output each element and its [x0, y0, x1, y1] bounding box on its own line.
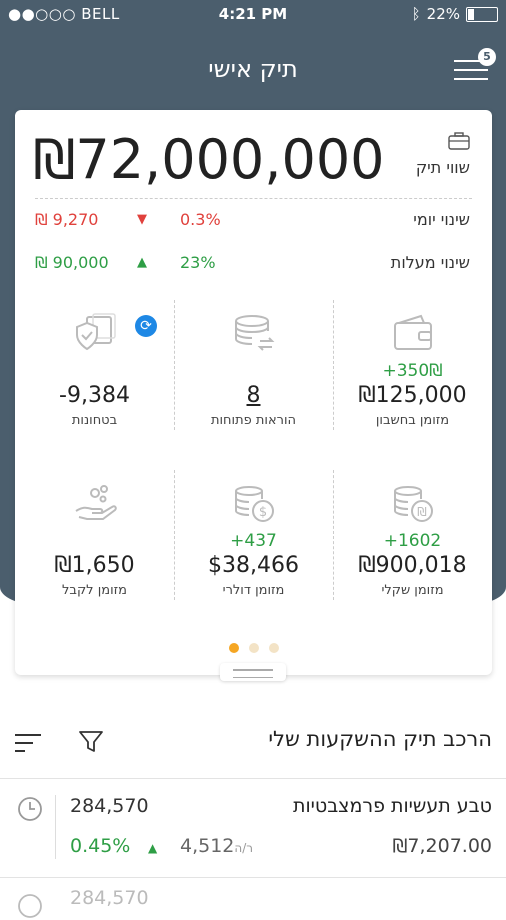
tile-value: ₪125,000 — [358, 383, 467, 408]
tile-label: בטחונות — [71, 413, 118, 428]
divider — [333, 470, 334, 600]
tile-open-orders[interactable]: 8 הוראות פתוחות — [174, 295, 333, 445]
divider — [35, 198, 472, 199]
status-bar: ●●○○○ BELL 4:21 PM ᛒ 22% — [0, 0, 506, 28]
tile-delta: +437 — [230, 531, 277, 551]
change-unit: ר/ה — [234, 841, 254, 855]
arrow-up-icon: ▲ — [137, 255, 147, 270]
divider — [174, 470, 175, 600]
total-change-amount: ₪ 90,000 — [35, 253, 109, 272]
daily-change-label: שינוי יומי — [413, 210, 470, 229]
shield-documents-icon — [75, 313, 116, 351]
security-name: טבע תעשיות פרמצבטיות — [292, 795, 492, 817]
tile-value: $38,466 — [208, 553, 299, 578]
portfolio-card: ₪72,000,000 שווי תיק שינוי יומי 0.3% ▼ ₪… — [15, 110, 492, 675]
tile-value: ₪900,018 — [358, 553, 467, 578]
wallet-icon — [393, 314, 432, 350]
total-change-label: שינוי מעלות — [390, 253, 470, 272]
divider — [333, 300, 334, 430]
page-title: תיק אישי — [208, 55, 298, 83]
divider — [0, 778, 506, 779]
briefcase-icon — [448, 132, 470, 150]
security-price: ₪7,207.00 — [392, 835, 492, 857]
tile-cash-shekel[interactable]: ₪ +1602 ₪900,018 מזומן שקלי — [333, 465, 492, 615]
portfolio-value-label: שווי תיק — [415, 158, 470, 177]
security-change-value: ר/ה4,512 — [180, 835, 257, 857]
page-dot[interactable] — [268, 643, 279, 653]
tile-label: מזומן שקלי — [381, 583, 444, 598]
tile-value: 8 — [246, 383, 261, 408]
security-quantity: 284,570 — [70, 795, 149, 817]
daily-change-amount: ₪ 9,270 — [35, 210, 99, 229]
battery-percent: 22% — [426, 5, 460, 23]
change-value: 4,512 — [180, 835, 235, 857]
page-dot[interactable] — [228, 643, 239, 653]
page-dot[interactable] — [248, 643, 259, 653]
daily-change-row: שינוי יומי 0.3% ▼ ₪ 9,270 — [15, 210, 492, 234]
svg-text:$: $ — [258, 505, 266, 520]
divider — [174, 300, 175, 430]
hamburger-menu-button[interactable]: 5 — [454, 48, 496, 84]
list-item[interactable]: טבע תעשיות פרמצבטיות 284,570 ₪7,207.00 ר… — [0, 779, 506, 875]
tile-label: מזומן דולרי — [222, 583, 285, 598]
drag-handle[interactable] — [220, 663, 286, 681]
tile-cash-dollar[interactable]: $ +437 $38,466 מזומן דולרי — [174, 465, 333, 615]
coins-shekel-icon: ₪ — [393, 486, 433, 522]
security-change-percent: 0.45% — [70, 835, 131, 857]
tile-value: ₪1,650 — [54, 553, 135, 578]
hand-coins-icon — [74, 485, 117, 520]
tile-label: הוראות פתוחות — [210, 413, 297, 428]
divider — [55, 795, 56, 859]
divider — [0, 877, 506, 878]
coins-dollar-icon: $ — [234, 486, 274, 522]
coins-transfer-icon — [234, 315, 274, 351]
tile-label: מזומן בחשבון — [375, 413, 450, 428]
svg-text:₪: ₪ — [417, 505, 426, 519]
carrier: ●●○○○ BELL — [8, 5, 120, 23]
arrow-down-icon: ▼ — [137, 212, 147, 227]
sort-icon[interactable] — [14, 732, 42, 754]
next-item-quantity: 284,570 — [70, 887, 149, 909]
history-clock-icon[interactable] — [16, 892, 44, 920]
total-change-row: שינוי מעלות 23% ▲ ₪ 90,000 — [15, 253, 492, 277]
tile-collateral[interactable]: ⟳ -9,384 בטחונות — [15, 295, 174, 445]
tile-cash-account[interactable]: +350₪ ₪125,000 מזומן בחשבון — [333, 295, 492, 445]
filter-icon[interactable] — [78, 730, 104, 754]
battery-icon — [466, 6, 498, 22]
notification-badge: 5 — [478, 48, 496, 66]
status-right: ᛒ 22% — [412, 5, 498, 23]
tile-label: מזומן לקבל — [62, 583, 127, 598]
history-clock-icon[interactable] — [16, 795, 44, 823]
tile-delta: +1602 — [383, 531, 442, 551]
tile-delta: +350₪ — [382, 361, 443, 381]
arrow-up-icon: ▲ — [148, 841, 158, 855]
bluetooth-icon: ᛒ — [411, 5, 421, 23]
page-indicator[interactable] — [15, 638, 492, 657]
tile-cash-receivable[interactable]: ₪1,650 מזומן לקבל — [15, 465, 174, 615]
total-change-percent: 23% — [180, 253, 216, 272]
portfolio-value: ₪72,000,000 — [33, 128, 385, 191]
clock-time: 4:21 PM — [218, 5, 288, 23]
daily-change-percent: 0.3% — [180, 210, 221, 229]
tile-value: -9,384 — [59, 383, 130, 408]
holdings-title: הרכב תיק ההשקעות שלי — [268, 727, 492, 751]
refresh-button[interactable]: ⟳ — [135, 315, 157, 337]
